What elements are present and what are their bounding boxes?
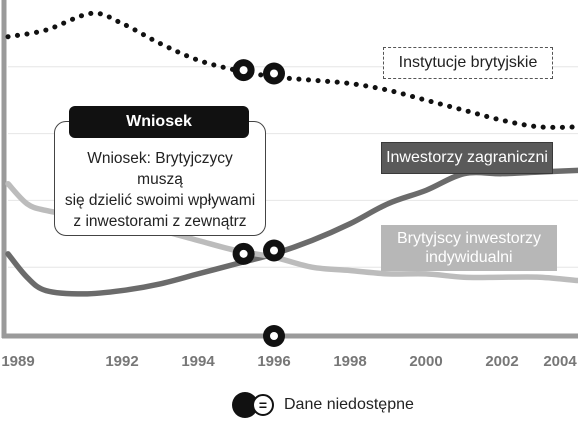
x-tick-2004: 2004 [543,353,577,370]
x-tick-2002: 2002 [485,353,518,370]
legend-equals-icon: = [252,394,274,416]
x-tick-1998: 1998 [333,353,366,370]
label-brytyjscy-inwestorzy-indywidualni: Brytyjscy inwestorzy indywidualni [381,225,557,271]
callout-line-1: Wniosek: Brytyjczycy muszą [87,150,233,188]
x-tick-1994: 1994 [181,353,215,370]
label-instytucje-brytyjskie: Instytucje brytyjskie [383,47,553,79]
series-line-0 [5,10,578,130]
missing-marker-4 [263,325,285,347]
callout-line-2: się dzielić swoimi wpływami [64,192,256,209]
callout-text: Wniosek: Brytyjczycy muszą się dzielić s… [63,148,257,232]
label-inwestorzy-zagraniczni: Inwestorzy zagraniczni [381,142,553,174]
missing-marker-2 [232,242,255,265]
x-tick-1996: 1996 [257,353,290,370]
x-tick-1992: 1992 [105,353,138,370]
missing-marker-1 [263,62,285,85]
missing-marker-3 [263,239,285,262]
x-tick-1989: 1989 [1,353,34,370]
callout-title: Wniosek [69,106,249,138]
callout-line-3: z inwestorami z zewnątrz [73,213,247,230]
label-indiv-line2: indywidualni [425,249,513,266]
missing-marker-0 [232,59,255,82]
x-tick-labels: 1989 1992 1994 1996 1998 2000 2002 2004 [1,353,577,370]
x-tick-2000: 2000 [409,353,442,370]
legend: = Dane niedostępne [232,390,414,420]
legend-text: Dane niedostępne [284,396,414,413]
missing-data-markers [232,59,285,347]
axes [1,0,578,339]
conclusion-callout: Wniosek Wniosek: Brytyjczycy muszą się d… [54,106,266,236]
label-indiv-line1: Brytyjscy inwestorzy [396,230,542,247]
